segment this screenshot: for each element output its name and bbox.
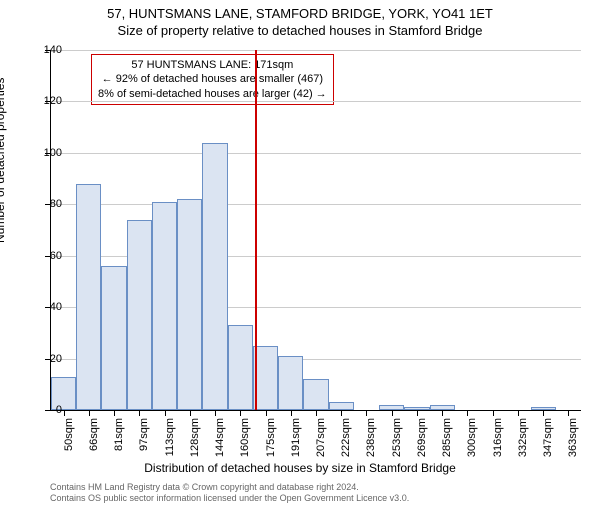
- x-tick: [190, 410, 191, 416]
- x-tick-label: 191sqm: [290, 418, 302, 458]
- x-tick-label: 347sqm: [542, 418, 554, 458]
- chart-container: 57, HUNTSMANS LANE, STAMFORD BRIDGE, YOR…: [0, 6, 600, 506]
- x-tick-label: 222sqm: [340, 418, 352, 458]
- x-tick: [291, 410, 292, 416]
- x-tick: [417, 410, 418, 416]
- x-tick-label: 81sqm: [113, 418, 125, 458]
- x-tick: [89, 410, 90, 416]
- annotation-line-3: 8% of semi-detached houses are larger (4…: [98, 87, 327, 101]
- histogram-bar: [127, 220, 152, 410]
- histogram-bar: [202, 143, 227, 410]
- y-axis-title: Number of detached properties: [0, 223, 7, 243]
- x-tick: [341, 410, 342, 416]
- chart-plot-area: 57 HUNTSMANS LANE: 171sqm ← 92% of detac…: [50, 50, 581, 411]
- footer-line-2: Contains OS public sector information li…: [50, 493, 409, 504]
- footer-attribution: Contains HM Land Registry data © Crown c…: [50, 482, 409, 504]
- x-tick-label: 50sqm: [63, 418, 75, 458]
- grid-line: [51, 101, 581, 102]
- histogram-bar: [76, 184, 101, 410]
- y-tick-label: 80: [32, 198, 62, 210]
- annotation-line-1: 57 HUNTSMANS LANE: 171sqm: [98, 58, 327, 72]
- histogram-bar: [329, 402, 354, 410]
- y-tick-label: 120: [32, 95, 62, 107]
- x-tick-label: 128sqm: [189, 418, 201, 458]
- histogram-bar: [177, 199, 202, 410]
- y-tick-label: 20: [32, 353, 62, 365]
- grid-line: [51, 204, 581, 205]
- x-tick: [442, 410, 443, 416]
- histogram-bar: [278, 356, 303, 410]
- grid-line: [51, 50, 581, 51]
- x-tick: [543, 410, 544, 416]
- y-tick-label: 100: [32, 147, 62, 159]
- x-tick: [518, 410, 519, 416]
- x-tick-label: 300sqm: [466, 418, 478, 458]
- x-tick-label: 207sqm: [315, 418, 327, 458]
- x-tick-label: 316sqm: [492, 418, 504, 458]
- histogram-bar: [228, 325, 253, 410]
- annotation-line-2: ← 92% of detached houses are smaller (46…: [98, 72, 327, 86]
- x-tick: [266, 410, 267, 416]
- x-axis-title: Distribution of detached houses by size …: [0, 461, 600, 475]
- y-tick-label: 60: [32, 250, 62, 262]
- x-tick: [316, 410, 317, 416]
- x-tick: [139, 410, 140, 416]
- marker-annotation: 57 HUNTSMANS LANE: 171sqm ← 92% of detac…: [91, 54, 334, 105]
- x-tick-label: 66sqm: [88, 418, 100, 458]
- footer-line-1: Contains HM Land Registry data © Crown c…: [50, 482, 409, 493]
- x-tick-label: 253sqm: [391, 418, 403, 458]
- histogram-bar: [152, 202, 177, 410]
- x-tick-label: 175sqm: [265, 418, 277, 458]
- histogram-bar: [303, 379, 328, 410]
- grid-line: [51, 153, 581, 154]
- x-tick-label: 285sqm: [441, 418, 453, 458]
- x-tick-label: 97sqm: [138, 418, 150, 458]
- x-tick-label: 332sqm: [517, 418, 529, 458]
- x-tick: [392, 410, 393, 416]
- y-tick-label: 40: [32, 301, 62, 313]
- y-tick-label: 140: [32, 44, 62, 56]
- marker-line: [255, 50, 257, 410]
- x-tick-label: 113sqm: [164, 418, 176, 458]
- x-tick-label: 160sqm: [239, 418, 251, 458]
- x-tick: [366, 410, 367, 416]
- x-tick: [165, 410, 166, 416]
- x-tick: [493, 410, 494, 416]
- page-subtitle: Size of property relative to detached ho…: [0, 23, 600, 38]
- x-tick-label: 363sqm: [567, 418, 579, 458]
- x-tick: [114, 410, 115, 416]
- x-tick-label: 144sqm: [214, 418, 226, 458]
- histogram-bar: [101, 266, 126, 410]
- x-tick: [568, 410, 569, 416]
- x-tick-label: 269sqm: [416, 418, 428, 458]
- y-tick-label: 0: [32, 404, 62, 416]
- page-title: 57, HUNTSMANS LANE, STAMFORD BRIDGE, YOR…: [0, 6, 600, 21]
- x-tick: [215, 410, 216, 416]
- x-tick: [64, 410, 65, 416]
- x-tick-label: 238sqm: [365, 418, 377, 458]
- x-tick: [240, 410, 241, 416]
- x-tick: [467, 410, 468, 416]
